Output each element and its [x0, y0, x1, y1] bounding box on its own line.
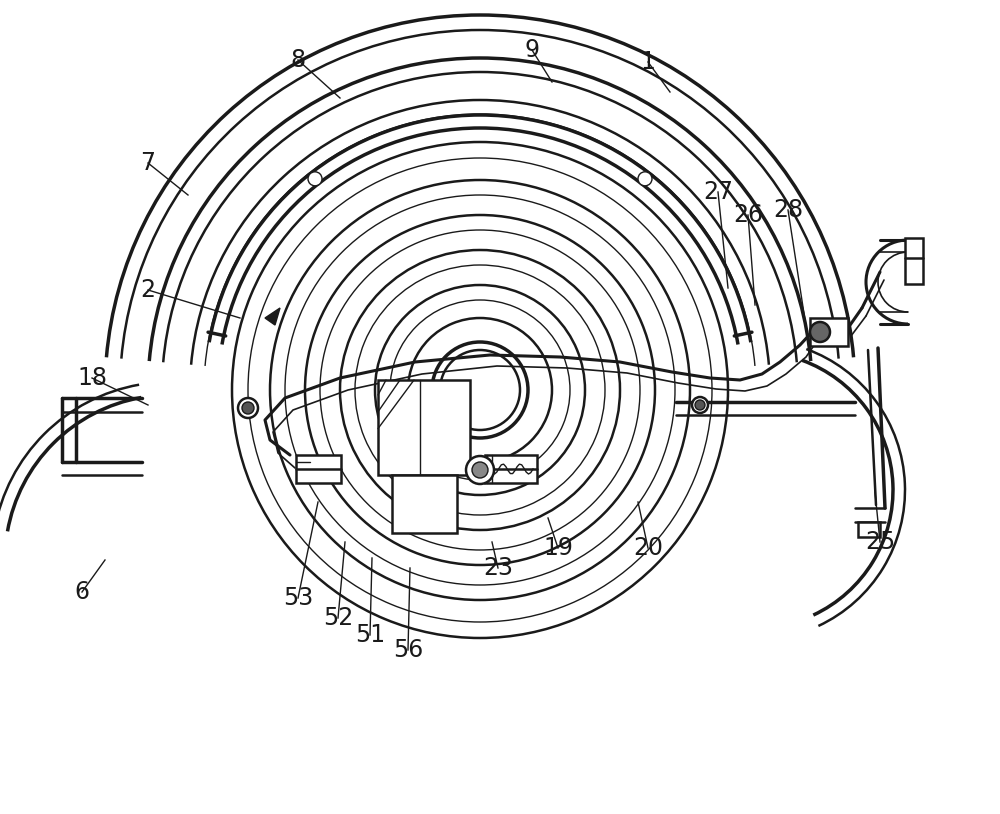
Text: 6: 6 [74, 580, 90, 604]
Text: 26: 26 [733, 203, 763, 227]
Text: 1: 1 [641, 50, 655, 74]
Polygon shape [265, 308, 280, 325]
Text: 8: 8 [290, 48, 306, 72]
Bar [392, 475, 457, 533]
Text: 7: 7 [140, 151, 156, 175]
Text: 23: 23 [483, 556, 513, 580]
Text: 9: 9 [524, 38, 540, 62]
Circle shape [810, 322, 830, 342]
Bar [905, 238, 923, 284]
Text: 25: 25 [865, 530, 895, 554]
Text: 56: 56 [393, 638, 423, 662]
Text: 19: 19 [543, 536, 573, 560]
Text: 20: 20 [633, 536, 663, 560]
Circle shape [638, 172, 652, 186]
Text: 2: 2 [140, 278, 156, 302]
Text: 52: 52 [323, 606, 353, 630]
Text: 27: 27 [703, 180, 733, 204]
Circle shape [466, 456, 494, 484]
Circle shape [440, 350, 520, 430]
Bar [296, 455, 341, 483]
Circle shape [692, 397, 708, 413]
Text: 18: 18 [77, 366, 107, 390]
Circle shape [472, 462, 488, 478]
Text: 53: 53 [283, 586, 313, 610]
Circle shape [695, 400, 705, 410]
Circle shape [238, 398, 258, 418]
Bar [378, 380, 470, 475]
Text: 28: 28 [773, 198, 803, 222]
Bar [810, 318, 848, 346]
Circle shape [242, 402, 254, 414]
Bar [858, 522, 880, 537]
Circle shape [432, 342, 528, 438]
Text: 51: 51 [355, 623, 385, 647]
Circle shape [308, 172, 322, 186]
Bar [485, 455, 537, 483]
